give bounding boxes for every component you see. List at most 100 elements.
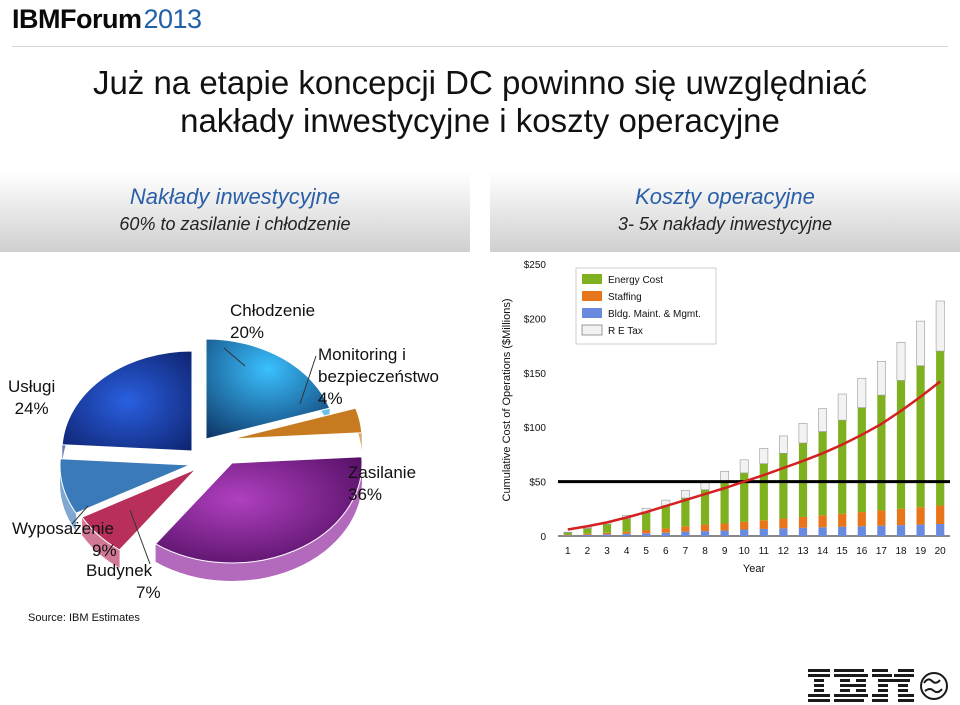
bar-segment-bldg-maint-mgmt (818, 527, 827, 536)
leader-chlodzenie (223, 347, 246, 367)
trend-line (567, 380, 941, 531)
bar-segment-bldg-maint-mgmt (896, 525, 906, 536)
pie-label-monitoring: Monitoring i bezpieczeństwo 4% (318, 344, 439, 410)
bar-segment-r-e-tax (935, 300, 945, 352)
bar-segment-r-e-tax (876, 361, 886, 396)
leader-wyposazenie (71, 505, 89, 525)
x-tick-label: 15 (837, 546, 849, 557)
bar-segment-staffing (700, 524, 710, 532)
legend-swatch (582, 291, 602, 301)
y-tick-label: $200 (524, 314, 547, 325)
pie-slice-budynek (81, 468, 197, 551)
bar-segment-energy-cost (563, 532, 572, 535)
bar-segment-energy-cost (700, 489, 710, 525)
opex-panel: Koszty operacyjne 3- 5x nakłady inwestyc… (490, 172, 960, 252)
bar-segment-bldg-maint-mgmt (661, 532, 670, 536)
bar-segment-bldg-maint-mgmt (720, 530, 729, 536)
title-line-1: Już na etapie koncepcji DC powinno się u… (92, 64, 868, 101)
header-divider (12, 46, 948, 47)
x-tick-label: 6 (663, 546, 669, 557)
budynek-pct: 7% (136, 583, 161, 603)
opex-subheading: 3- 5x nakłady inwestycyjne (617, 214, 833, 234)
leader-monitoring (299, 355, 317, 405)
bar-segment-r-e-tax (857, 377, 867, 408)
y-tick-label: $150 (524, 369, 547, 380)
x-tick-label: 4 (624, 546, 630, 557)
bar-segment-r-e-tax (680, 490, 690, 499)
bar-segment-energy-cost (759, 463, 768, 521)
bar-segment-bldg-maint-mgmt (583, 534, 592, 536)
legend-label: Bldg. Maint. & Mgmt. (608, 309, 701, 320)
bar-segment-staffing (877, 510, 886, 526)
pie-label-uslugi: Usługi 24% (8, 376, 55, 420)
title-line-2: nakłady inwestycyjne i koszty operacyjne (180, 102, 780, 140)
bar-segment-energy-cost (896, 380, 906, 509)
x-tick-label: 3 (604, 546, 610, 557)
legend-swatch (581, 324, 603, 336)
pie-slice-zasilanie (154, 456, 363, 564)
bar-segment-r-e-tax (837, 393, 847, 421)
bar-segment-energy-cost (642, 512, 651, 531)
pie-label-zasilanie: Zasilanie 36% (348, 462, 416, 506)
pie-slice-uslugi (61, 350, 193, 452)
bar-segment-energy-cost (936, 351, 945, 506)
source-note: Source: IBM Estimates (28, 612, 140, 624)
legend-swatch (582, 308, 602, 318)
bar-segment-energy-cost (583, 528, 592, 534)
bar-segment-energy-cost (602, 524, 612, 533)
x-tick-label: 2 (585, 546, 591, 557)
bar-segment-bldg-maint-mgmt (838, 526, 847, 536)
bar-segment-staffing (642, 530, 651, 534)
x-axis-label: Year (743, 563, 766, 575)
capex-subheading: 60% to zasilanie i chłodzenie (119, 214, 351, 234)
bar-segment-bldg-maint-mgmt (877, 525, 886, 536)
wyposazenie-name: Wyposażenie (12, 519, 114, 538)
y-tick-label: $100 (524, 423, 547, 434)
bar-segment-bldg-maint-mgmt (759, 528, 768, 536)
wyposazenie-pct: 9% (92, 541, 117, 561)
bar-segment-energy-cost (740, 472, 749, 522)
zasilanie-name: Zasilanie (348, 463, 417, 482)
pie-slice-side-wyposazenie (60, 458, 77, 532)
budynek-name: Budynek (86, 561, 153, 580)
bar-segment-energy-cost (877, 395, 886, 511)
bar-segment-bldg-maint-mgmt (779, 528, 788, 536)
bar-segment-bldg-maint-mgmt (936, 524, 945, 536)
legend-label: Staffing (608, 292, 642, 303)
zasilanie-pct: 36% (348, 485, 383, 505)
capex-pie-chart (59, 338, 363, 581)
bar-segment-bldg-maint-mgmt (563, 535, 572, 536)
x-tick-label: 8 (702, 546, 708, 557)
opex-heading: Koszty operacyjne (635, 184, 815, 209)
monitoring-pct: 4% (318, 389, 343, 409)
bar-segment-bldg-maint-mgmt (622, 533, 631, 536)
bar-segment-staffing (681, 526, 690, 532)
pie-slice-wyposazenie (59, 458, 191, 514)
x-tick-label: 14 (817, 546, 829, 557)
pie-label-wyposazenie: Wyposażenie 9% (12, 518, 117, 562)
bar-segment-bldg-maint-mgmt (602, 534, 612, 536)
bar-segment-energy-cost (661, 505, 670, 529)
x-tick-label: 16 (856, 546, 868, 557)
pie-label-budynek: Budynek 7% (86, 560, 161, 604)
x-tick-label: 5 (643, 546, 649, 557)
bar-segment-staffing (779, 518, 788, 529)
uslugi-name: Usługi (8, 377, 56, 396)
bar-segment-staffing (936, 505, 945, 525)
bar-segment-bldg-maint-mgmt (681, 531, 690, 536)
x-tick-label: 7 (683, 546, 689, 557)
slide-title: Już na etapie koncepcji DC powinno się u… (0, 64, 960, 141)
bar-segment-r-e-tax (563, 531, 573, 534)
bar-segment-energy-cost (857, 407, 866, 513)
monitoring-name-1: Monitoring i (318, 345, 406, 364)
brand-logo: IBMForum2013 (12, 4, 202, 35)
x-tick-label: 1 (565, 546, 571, 557)
x-tick-label: 11 (759, 546, 770, 557)
ibm-logo (808, 669, 948, 702)
bar-segment-bldg-maint-mgmt (798, 527, 808, 536)
y-tick-label: $250 (524, 260, 547, 271)
brand-name: IBMForum (12, 4, 142, 34)
bar-segment-staffing (916, 507, 925, 525)
x-tick-label: 12 (778, 546, 790, 557)
pie-slice-chlodzenie (205, 338, 331, 440)
